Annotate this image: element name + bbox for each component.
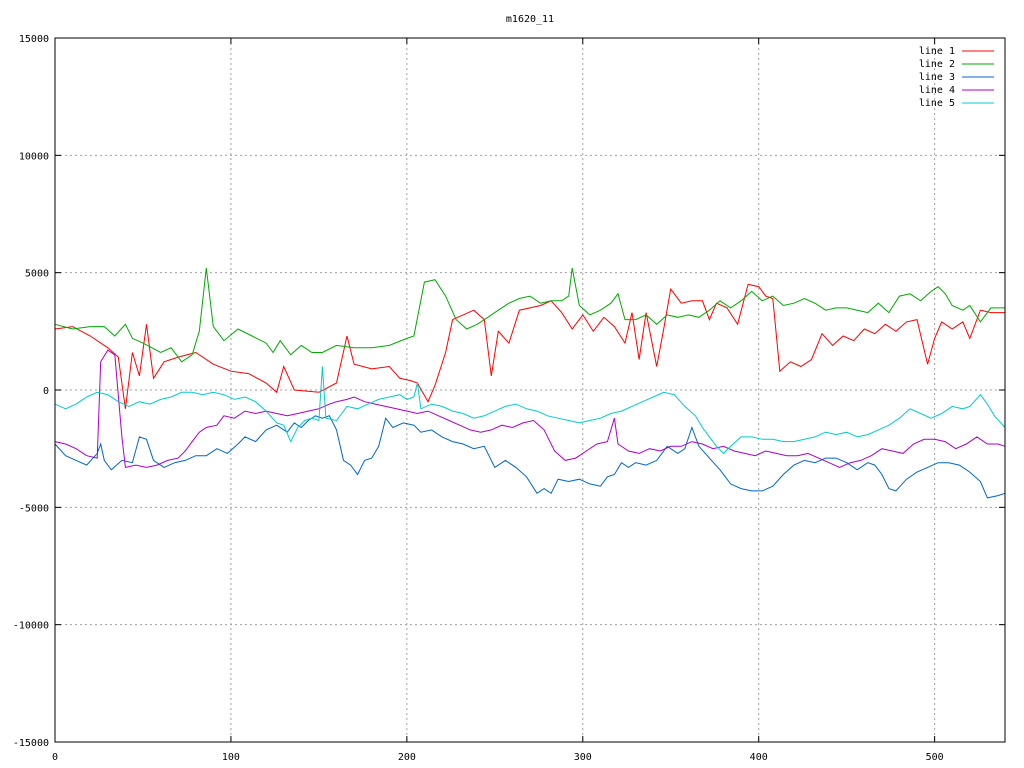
grid-lines [55, 38, 1005, 742]
x-tick-label: 200 [398, 752, 416, 763]
series-line-2 [54, 267, 1005, 363]
series-line-1 [54, 283, 1005, 409]
x-tick-label: 0 [52, 752, 58, 763]
series-line-4 [54, 349, 1006, 469]
series-line-3 [54, 415, 1006, 499]
chart-title: m1620_11 [506, 14, 554, 25]
y-tick-label: 15000 [19, 34, 49, 45]
x-tick-label: 100 [222, 752, 240, 763]
y-tick-label: -15000 [13, 738, 49, 749]
series-layer [54, 267, 1006, 499]
legend: line 1 line 2 line 3 line 4 line 5 [919, 46, 994, 109]
legend-label: line 3 [919, 72, 955, 83]
tick-marks [54, 37, 1005, 743]
y-tick-label: 5000 [25, 269, 49, 280]
legend-label: line 4 [919, 85, 955, 96]
y-tick-label: -5000 [19, 503, 49, 514]
legend-label: line 5 [919, 98, 955, 109]
legend-label: line 2 [919, 59, 955, 70]
series-line-5 [54, 366, 1006, 455]
y-tick-label: -10000 [13, 621, 49, 632]
legend-label: line 1 [919, 46, 955, 57]
tick-labels: 0 100 200 300 400 500 -15000 -10000 -5000 0 5000 10… [13, 34, 944, 763]
x-tick-label: 300 [574, 752, 592, 763]
y-tick-label: 10000 [19, 151, 49, 162]
x-tick-label: 400 [750, 752, 768, 763]
y-tick-label: 0 [43, 386, 49, 397]
x-tick-label: 500 [926, 752, 944, 763]
